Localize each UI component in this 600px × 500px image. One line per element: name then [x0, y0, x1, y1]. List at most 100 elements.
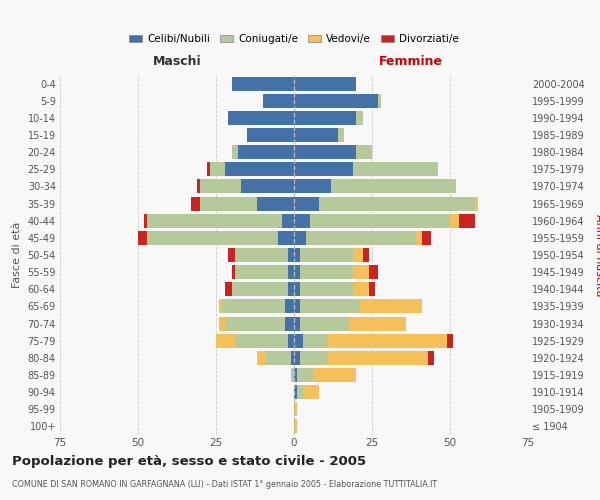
Bar	[300, 300, 359, 314]
Bar	[241, 180, 294, 194]
Text: Popolazione per età, sesso e stato civile - 2005: Popolazione per età, sesso e stato civil…	[12, 455, 366, 468]
Bar	[257, 351, 266, 365]
Bar	[294, 351, 300, 365]
Y-axis label: Anni di nascita: Anni di nascita	[595, 214, 600, 296]
Bar	[294, 368, 297, 382]
Bar	[294, 180, 331, 194]
Bar	[197, 180, 200, 194]
Bar	[422, 231, 431, 245]
Bar	[200, 180, 241, 194]
Bar	[297, 368, 313, 382]
Bar	[338, 128, 344, 142]
Bar	[447, 334, 453, 347]
Bar	[294, 282, 300, 296]
Bar	[294, 214, 310, 228]
Bar	[200, 196, 257, 210]
Bar	[294, 385, 297, 399]
Y-axis label: Fasce di età: Fasce di età	[12, 222, 22, 288]
Bar	[378, 94, 382, 108]
Bar	[460, 214, 475, 228]
Bar	[210, 162, 226, 176]
Bar	[369, 265, 378, 279]
Bar	[281, 214, 294, 228]
Bar	[353, 162, 437, 176]
Bar	[300, 282, 353, 296]
Bar	[278, 231, 294, 245]
Text: Femmine: Femmine	[379, 55, 443, 68]
Bar	[353, 265, 369, 279]
Bar	[222, 300, 284, 314]
Bar	[288, 282, 294, 296]
Bar	[294, 128, 338, 142]
Bar	[206, 162, 210, 176]
Bar	[304, 385, 319, 399]
Bar	[235, 248, 288, 262]
Bar	[216, 334, 235, 347]
Bar	[226, 282, 232, 296]
Bar	[288, 265, 294, 279]
Bar	[148, 214, 281, 228]
Bar	[428, 351, 434, 365]
Bar	[288, 248, 294, 262]
Bar	[319, 196, 475, 210]
Bar	[294, 76, 356, 90]
Bar	[300, 248, 353, 262]
Bar	[238, 145, 294, 159]
Bar	[288, 334, 294, 347]
Bar	[300, 351, 328, 365]
Bar	[356, 111, 362, 125]
Bar	[232, 76, 294, 90]
Bar	[226, 316, 284, 330]
Bar	[294, 300, 300, 314]
Bar	[247, 128, 294, 142]
Legend: Celibi/Nubili, Coniugati/e, Vedovi/e, Divorziati/e: Celibi/Nubili, Coniugati/e, Vedovi/e, Di…	[125, 30, 463, 48]
Bar	[235, 334, 288, 347]
Bar	[284, 300, 294, 314]
Bar	[191, 196, 200, 210]
Bar	[232, 265, 235, 279]
Bar	[475, 196, 478, 210]
Bar	[331, 180, 456, 194]
Bar	[297, 385, 304, 399]
Bar	[229, 111, 294, 125]
Bar	[450, 214, 460, 228]
Bar	[294, 196, 319, 210]
Bar	[294, 420, 297, 434]
Bar	[229, 248, 235, 262]
Bar	[294, 265, 300, 279]
Bar	[294, 94, 378, 108]
Bar	[284, 316, 294, 330]
Bar	[148, 231, 278, 245]
Bar	[291, 351, 294, 365]
Bar	[219, 316, 226, 330]
Bar	[294, 145, 356, 159]
Bar	[294, 111, 356, 125]
Bar	[328, 334, 447, 347]
Bar	[328, 351, 428, 365]
Bar	[294, 162, 353, 176]
Bar	[144, 214, 148, 228]
Bar	[138, 231, 148, 245]
Bar	[369, 282, 375, 296]
Bar	[300, 265, 353, 279]
Bar	[359, 300, 422, 314]
Bar	[356, 145, 372, 159]
Bar	[416, 231, 422, 245]
Bar	[232, 282, 288, 296]
Bar	[310, 214, 450, 228]
Bar	[226, 162, 294, 176]
Bar	[350, 316, 406, 330]
Bar	[304, 334, 328, 347]
Bar	[219, 300, 222, 314]
Bar	[266, 351, 291, 365]
Bar	[362, 248, 369, 262]
Bar	[291, 368, 294, 382]
Bar	[294, 248, 300, 262]
Bar	[294, 334, 304, 347]
Bar	[307, 231, 416, 245]
Bar	[300, 316, 350, 330]
Bar	[294, 231, 307, 245]
Bar	[353, 282, 369, 296]
Bar	[235, 265, 288, 279]
Text: COMUNE DI SAN ROMANO IN GARFAGNANA (LU) - Dati ISTAT 1° gennaio 2005 - Elaborazi: COMUNE DI SAN ROMANO IN GARFAGNANA (LU) …	[12, 480, 437, 489]
